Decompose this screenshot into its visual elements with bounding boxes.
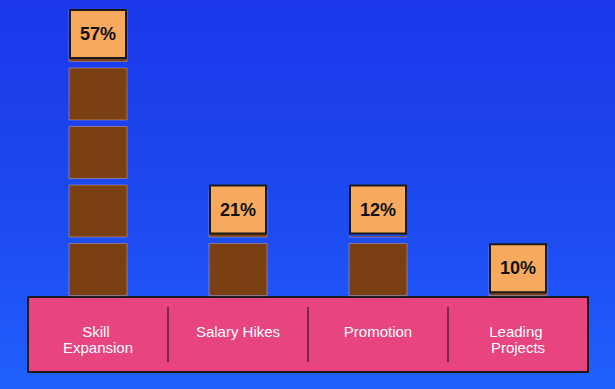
svg-text:12%: 12% <box>360 200 396 220</box>
svg-text:Projects: Projects <box>491 339 545 356</box>
svg-text:Salary Hikes: Salary Hikes <box>196 323 280 340</box>
svg-text:Promotion: Promotion <box>344 323 412 340</box>
svg-text:Expansion: Expansion <box>63 339 133 356</box>
svg-text:57%: 57% <box>80 24 116 44</box>
svg-text:Leading: Leading <box>489 323 547 340</box>
svg-text:Skill: Skill <box>82 323 114 340</box>
svg-text:21%: 21% <box>220 200 256 220</box>
svg-text:10%: 10% <box>500 258 536 278</box>
